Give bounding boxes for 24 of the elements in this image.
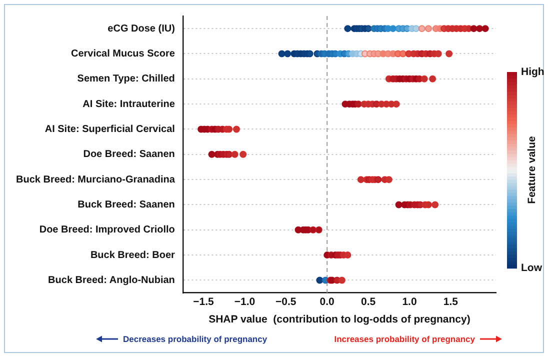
x-tick-label: −0.5	[276, 296, 296, 308]
y-tick-label: AI Site: Superficial Cervical	[44, 124, 176, 135]
y-tick-label: Semen Type: Chilled	[77, 74, 175, 85]
x-axis-title: SHAP value (contribution to log-odds of pregnancy)	[208, 314, 470, 326]
y-tick-label: Cervical Mucus Score	[70, 48, 176, 60]
y-tick-label: Buck Breed: Anglo-Nubian	[48, 274, 175, 286]
x-tick-label: 1.5	[443, 296, 458, 308]
x-tick-label: −1.5	[193, 296, 214, 308]
color-bar-label: High	[521, 66, 544, 78]
text: Decreases probability of pregnancy	[123, 334, 268, 344]
y-tick-label: Buck Breed: Saanen	[78, 199, 175, 210]
y-tick-label: eCG Dose (IU)	[108, 23, 175, 34]
x-tick-label: −1.0	[234, 296, 256, 308]
y-tick-label: AI Site: Intrauterine	[82, 98, 176, 110]
color-bar-label: Low	[521, 262, 543, 274]
x-tick-label: 1.0	[402, 296, 417, 308]
x-tick-label: 0.0	[320, 296, 335, 308]
text: Increases probability of pregnancy	[334, 334, 475, 344]
y-tick-label: Doe Breed: Saanen	[83, 149, 175, 160]
y-tick-label: Buck Breed: Boer	[90, 250, 176, 261]
color-bar-title: Feature value	[526, 136, 538, 204]
y-tick-label: Doe Breed: Improved Criollo	[39, 224, 175, 236]
y-tick-label: Buck Breed: Murciano-Granadina	[16, 174, 176, 186]
x-tick-label: 0.5	[360, 296, 376, 308]
